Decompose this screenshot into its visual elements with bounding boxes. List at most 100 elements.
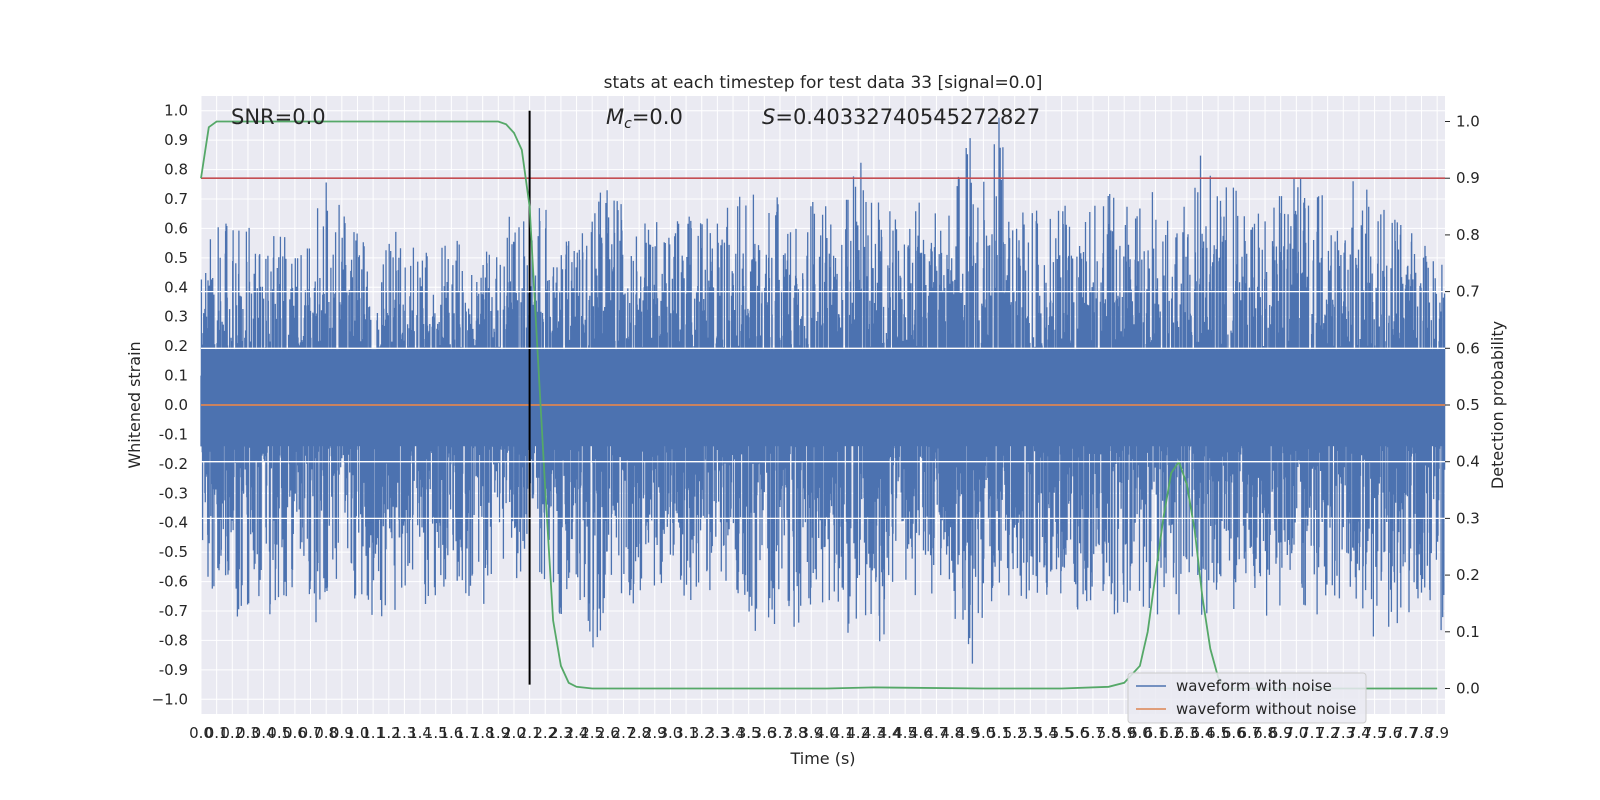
x-tick-label: 3.4 [721,724,745,742]
x-tick-label: 0.0 [189,724,213,742]
x-tick-label: 3.7 [768,724,792,742]
x-tick-label: 6.4 [1191,724,1215,742]
x-tick-label: 7.7 [1394,724,1418,742]
x-tick-label: 0.9 [330,724,354,742]
y-tick-label: -0.1 [159,425,188,443]
x-tick-label: 1.4 [408,724,432,742]
x-tick-label: 6.1 [1144,724,1168,742]
x-tick-label: 1.9 [486,724,510,742]
x-tick-label: 5.9 [1112,724,1136,742]
y-tick-label: 0.0 [164,396,188,414]
x-tick-label: 5.5 [1050,724,1074,742]
x-tick-label: 1.7 [455,724,479,742]
detection-probability-gridlines [201,290,1445,520]
y-tick-label: -0.8 [159,631,188,649]
x-tick-label: 7.0 [1284,724,1308,742]
x-tick-label: 5.1 [987,724,1011,742]
x-tick-label: 4.6 [909,724,933,742]
y2-tick-label: 0.1 [1456,623,1480,641]
x-tick-label: 2.0 [502,724,526,742]
x-tick-label: 7.4 [1347,724,1371,742]
y-tick-label: -0.3 [159,484,188,502]
x-tick-label: 0.4 [252,724,276,742]
y-tick-label: 1.0 [164,102,188,120]
x-tick-label: 2.8 [627,724,651,742]
x-tick-label: 3.9 [799,724,823,742]
x-tick-label: 4.8 [940,724,964,742]
y-tick-label: 0.5 [164,249,188,267]
x-tick-label: 7.6 [1378,724,1402,742]
x-tick-label: 6.3 [1175,724,1199,742]
x-tick-label: 2.5 [580,724,604,742]
x-tick-label: 5.2 [1003,724,1027,742]
y2-tick-label: 0.9 [1456,169,1480,187]
chirp-mass-symbol: M [606,105,624,129]
x-tick-label: 4.3 [862,724,886,742]
x-tick-label: 4.4 [878,724,902,742]
x-axis-label: Time (s) [789,749,855,768]
y-tick-label: 0.7 [164,190,188,208]
x-tick-label: 6.5 [1206,724,1230,742]
x-tick-label: 1.3 [392,724,416,742]
y-tick-label: -0.5 [159,543,188,561]
y2-tick-label: 0.7 [1456,283,1480,301]
x-tick-label: 3.5 [737,724,761,742]
x-tick-label: 0.1 [205,724,229,742]
chirp-mass-annotation: Mc=0.0 [606,105,683,132]
x-tick-label: 7.5 [1363,724,1387,742]
waveform-with-noise-core [201,349,1445,447]
chirp-mass-subscript: c [624,116,632,132]
x-tick-label: 2.3 [549,724,573,742]
x-tick-label: 3.2 [690,724,714,742]
y-tick-label: 0.3 [164,308,188,326]
y2-tick-label: 0.6 [1456,339,1480,357]
x-tick-label: 3.6 [752,724,776,742]
y-tick-label: −1.0 [152,690,188,708]
x-tick-label: 5.8 [1097,724,1121,742]
x-tick-label: 4.9 [956,724,980,742]
statistic-value: =0.40332740545272827 [775,105,1040,129]
y2-tick-label: 0.5 [1456,396,1480,414]
x-tick-label: 0.7 [299,724,323,742]
y2-tick-label: 1.0 [1456,113,1480,131]
x-tick-label: 3.0 [659,724,683,742]
statistic-annotation: S=0.40332740545272827 [762,105,1040,129]
x-tick-label: 6.9 [1269,724,1293,742]
x-tick-label: 0.8 [314,724,338,742]
x-tick-label: 2.4 [565,724,589,742]
y2-tick-label: 0.8 [1456,226,1480,244]
y-tick-label: -0.4 [159,514,188,532]
x-tick-label: 3.1 [674,724,698,742]
x-tick-label: 4.1 [831,724,855,742]
statistic-symbol: S [762,105,775,129]
x-tick-label: 2.7 [612,724,636,742]
x-tick-label: 5.3 [1018,724,1042,742]
x-tick-label: 6.7 [1237,724,1261,742]
x-tick-label: 7.9 [1425,724,1449,742]
x-tick-label: 5.0 [971,724,995,742]
y2-tick-label: 0.3 [1456,509,1480,527]
x-tick-label: 4.2 [846,724,870,742]
x-tick-label: 4.0 [815,724,839,742]
chirp-mass-value: =0.0 [632,105,683,129]
x-tick-label: 6.6 [1222,724,1246,742]
y2-axis-label: Detection probability [1488,321,1507,489]
y2-tick-label: 0.0 [1456,679,1480,697]
x-tick-label: 4.5 [893,724,917,742]
x-tick-label: 1.1 [361,724,385,742]
y-tick-label: 0.9 [164,131,188,149]
chart-title: stats at each timestep for test data 33 … [604,73,1043,93]
x-tick-label: 4.7 [925,724,949,742]
y-tick-label: 0.8 [164,161,188,179]
x-tick-label: 3.8 [784,724,808,742]
x-tick-label: 1.2 [377,724,401,742]
x-tick-label: 2.9 [643,724,667,742]
x-tick-label: 5.6 [1065,724,1089,742]
x-tick-label: 0.3 [236,724,260,742]
tick-labels: 0.00.10.20.30.40.50.60.70.80.91.01.11.21… [152,102,1480,742]
y-tick-label: -0.7 [159,602,188,620]
x-tick-label: 0.5 [267,724,291,742]
x-tick-label: 1.5 [424,724,448,742]
legend-label-waveform-with-noise: waveform with noise [1176,677,1332,695]
